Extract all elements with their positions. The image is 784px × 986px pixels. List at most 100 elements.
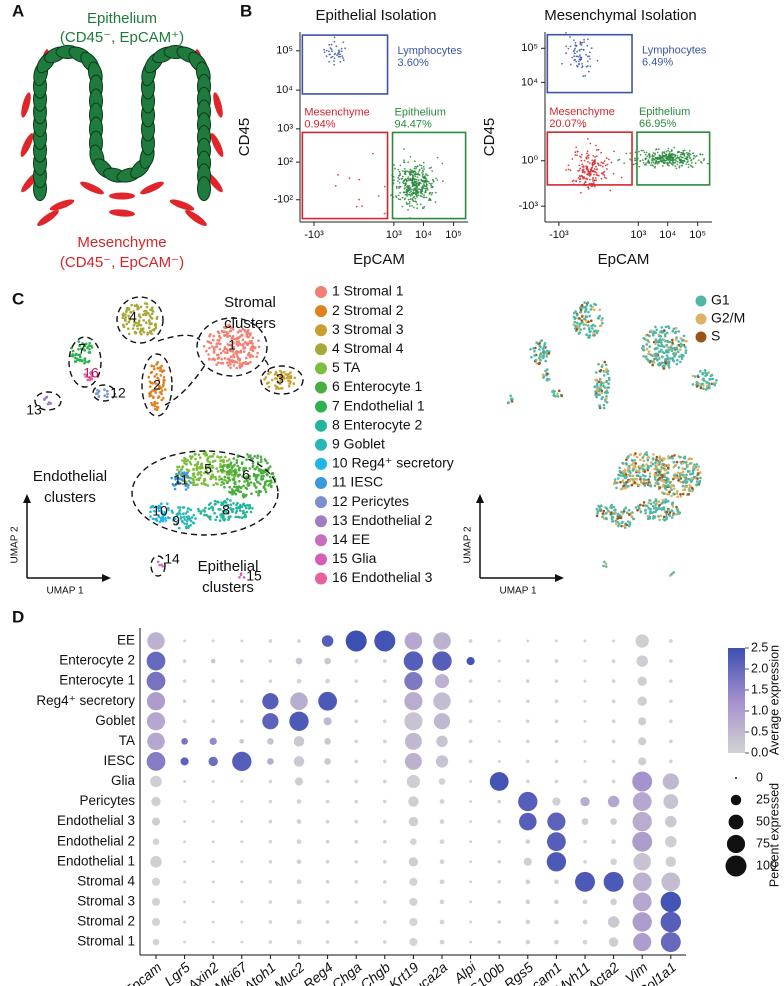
cell-dot <box>645 355 648 358</box>
cluster-label: 10 <box>152 503 168 519</box>
mesenchymal-cell <box>109 193 135 200</box>
event-dot <box>399 192 401 194</box>
cell-dot <box>186 510 189 513</box>
event-dot <box>598 165 600 167</box>
expression-dot <box>583 840 587 844</box>
cell-dot <box>687 464 690 467</box>
cell-dot <box>684 486 687 489</box>
cell-dot <box>699 477 702 480</box>
expression-dot <box>554 879 559 884</box>
event-dot <box>594 168 596 170</box>
event-dot <box>701 162 703 164</box>
event-dot <box>587 138 589 140</box>
cell-dot <box>127 327 130 330</box>
event-dot <box>418 194 420 196</box>
event-dot <box>589 58 591 60</box>
cell-dot <box>677 479 680 482</box>
event-dot <box>580 192 582 194</box>
event-dot <box>629 152 631 154</box>
cell-dot <box>602 512 605 515</box>
expression-dot <box>240 900 243 903</box>
color-tick-label: 2.0 <box>751 661 768 675</box>
event-dot <box>583 168 585 170</box>
legend-swatch <box>315 458 327 470</box>
event-dot <box>424 176 426 178</box>
gate-name: Lymphocytes <box>642 45 707 57</box>
event-dot <box>673 157 675 159</box>
cell-dot <box>601 322 604 325</box>
event-dot <box>667 164 669 166</box>
cell-dot <box>574 321 577 324</box>
event-dot <box>410 156 412 158</box>
expression-dot <box>469 860 472 863</box>
cell-dot <box>538 362 541 365</box>
cell-dot <box>266 480 269 483</box>
cell-dot <box>215 478 218 481</box>
event-dot <box>396 196 398 198</box>
event-dot <box>414 175 416 177</box>
expression-dot <box>583 900 588 905</box>
event-dot <box>638 151 640 153</box>
cell-dot <box>654 478 657 481</box>
cell-dot <box>532 347 535 350</box>
legend-label: 11 IESC <box>332 474 383 490</box>
cell-dot <box>216 516 219 519</box>
event-dot <box>414 173 416 175</box>
cell-dot <box>265 491 268 494</box>
cell-dot <box>143 310 146 313</box>
event-dot <box>398 178 400 180</box>
expression-dot <box>498 640 501 643</box>
expression-dot <box>147 712 165 730</box>
cell-dot <box>217 361 220 364</box>
cell-dot <box>238 365 241 368</box>
cell-dot <box>132 327 135 330</box>
cell-dot <box>212 335 215 338</box>
cell-dot <box>231 466 234 469</box>
cell-dot <box>255 355 258 358</box>
cell-dot <box>664 485 667 488</box>
event-dot <box>419 182 421 184</box>
expression-dot <box>297 920 302 925</box>
cell-dot <box>209 502 212 505</box>
expression-dot <box>633 872 652 891</box>
event-dot <box>638 166 640 168</box>
cell-dot <box>665 351 668 354</box>
event-dot <box>591 169 593 171</box>
cell-dot <box>216 455 219 458</box>
expression-dot <box>409 918 417 926</box>
cell-dot <box>145 321 148 324</box>
event-dot <box>683 160 685 162</box>
event-dot <box>570 169 572 171</box>
cell-dot <box>106 396 109 399</box>
event-dot <box>692 152 694 154</box>
event-dot <box>430 185 432 187</box>
cell-dot <box>219 348 222 351</box>
cell-dot <box>669 346 672 349</box>
cell-dot <box>183 516 186 519</box>
cell-dot <box>613 482 616 485</box>
cell-dot <box>628 513 631 516</box>
expression-dot <box>526 679 530 683</box>
cell-dot <box>221 481 224 484</box>
y-tick-label: 10⁴ <box>276 84 293 96</box>
event-dot <box>653 152 655 154</box>
expression-dot <box>383 760 387 764</box>
cell-dot <box>184 518 187 521</box>
expression-dot <box>383 880 387 884</box>
event-dot <box>409 205 411 207</box>
legend-label: 10 Reg4⁺ secretory <box>332 455 454 471</box>
cell-dot <box>672 492 675 495</box>
cell-dot <box>585 334 588 337</box>
event-dot <box>592 180 594 182</box>
cell-dot <box>595 330 598 333</box>
expression-dot <box>240 941 243 944</box>
event-dot <box>593 174 595 176</box>
cell-dot <box>588 328 591 331</box>
event-dot <box>672 154 674 156</box>
cell-dot <box>599 378 602 381</box>
cell-dot <box>238 351 241 354</box>
cell-dot <box>652 505 655 508</box>
event-dot <box>604 176 606 178</box>
event-dot <box>698 159 700 161</box>
cell-dot <box>218 339 221 342</box>
